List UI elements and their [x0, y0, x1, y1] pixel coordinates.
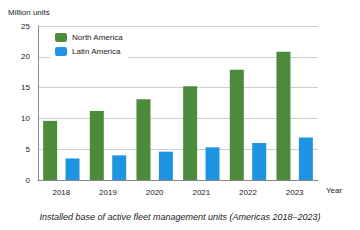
svg-text:2020: 2020 [146, 188, 164, 197]
svg-text:2021: 2021 [192, 188, 210, 197]
svg-text:25: 25 [21, 22, 30, 31]
svg-text:5: 5 [26, 145, 31, 154]
svg-text:Year: Year [326, 186, 343, 195]
svg-text:2019: 2019 [99, 188, 117, 197]
svg-text:10: 10 [21, 114, 30, 123]
svg-text:Million units: Million units [8, 8, 50, 17]
svg-text:2022: 2022 [239, 188, 257, 197]
svg-text:15: 15 [21, 83, 30, 92]
svg-text:2018: 2018 [52, 188, 70, 197]
svg-text:20: 20 [21, 52, 30, 61]
svg-text:Installed base of active fleet: Installed base of active fleet managemen… [39, 212, 320, 222]
svg-text:2023: 2023 [286, 188, 304, 197]
svg-text:0: 0 [26, 176, 31, 185]
svg-text:North America: North America [72, 33, 123, 42]
svg-text:Latin America: Latin America [72, 47, 121, 56]
